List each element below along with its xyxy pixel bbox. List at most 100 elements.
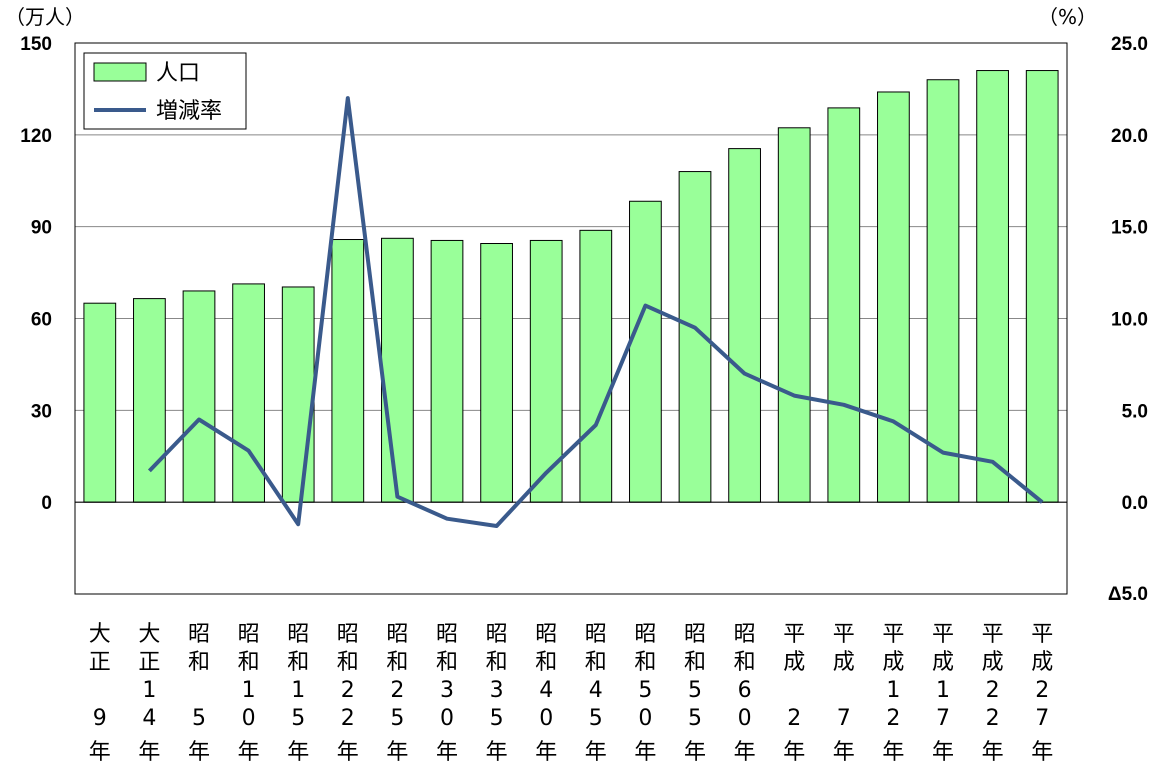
category-label-char: 和 xyxy=(734,650,756,675)
right-axis-ticks: 0.0 5.0 10.0 15.0 20.0 25.0 xyxy=(1111,34,1148,514)
category-label-char: 平 xyxy=(982,622,1004,647)
category-label: 平成 1 2 年 xyxy=(882,622,904,765)
left-tick-label: 120 xyxy=(20,126,52,147)
category-label-char: 5 xyxy=(688,706,702,731)
category-label-char: 和 xyxy=(535,650,557,675)
category-label: 昭和 6 0 年 xyxy=(734,622,756,765)
category-label-char: 2 xyxy=(1035,678,1049,703)
right-axis-negative-label: Δ5.0 xyxy=(1108,584,1148,605)
plot-border xyxy=(74,42,1068,595)
category-label: 昭和 2 5 年 xyxy=(386,622,408,765)
category-label-char: 平 xyxy=(783,622,805,647)
category-label-char: 昭 xyxy=(188,622,210,647)
category-label: 平成 2 2 年 xyxy=(982,622,1004,765)
category-label: 昭和 4 5 年 xyxy=(585,622,607,765)
category-label-char: 平 xyxy=(833,622,855,647)
category-label-char: 4 xyxy=(142,706,156,731)
category-label-char: 0 xyxy=(440,706,454,731)
category-label-char: 和 xyxy=(634,650,656,675)
left-axis-ticks: 0 30 60 90 120 150 xyxy=(20,34,52,514)
legend-label-population: 人口 xyxy=(156,61,200,86)
category-label-char: 3 xyxy=(490,678,504,703)
category-label-char: 成 xyxy=(833,650,855,675)
bar xyxy=(133,298,166,503)
category-label: 平成 1 7 年 xyxy=(932,622,954,765)
category-label-char: 年 xyxy=(535,740,557,765)
legend-label-rate: 増減率 xyxy=(156,99,222,124)
category-label-char: 昭 xyxy=(386,622,408,647)
category-label-char: 年 xyxy=(833,740,855,765)
bar xyxy=(976,70,1009,503)
category-label-char: 1 xyxy=(291,678,305,703)
bar xyxy=(182,290,216,503)
bar xyxy=(728,148,761,503)
category-label-char: 年 xyxy=(585,740,607,765)
category-label-char: 和 xyxy=(436,650,458,675)
category-label-char: 正 xyxy=(138,650,160,675)
left-tick-label: 30 xyxy=(31,401,52,422)
right-tick-label: 0.0 xyxy=(1122,493,1148,514)
category-label-char: 年 xyxy=(1031,740,1053,765)
left-tick-label: 150 xyxy=(20,34,52,55)
category-label: 昭和 5 年 xyxy=(188,622,210,765)
category-label-char: 5 xyxy=(192,706,206,731)
category-label-char: 和 xyxy=(486,650,508,675)
right-tick-label: 20.0 xyxy=(1111,126,1148,147)
category-label-char: 昭 xyxy=(238,622,260,647)
bar xyxy=(83,302,117,503)
category-label: 大正 9 年 xyxy=(89,622,111,765)
line-series xyxy=(147,96,1044,528)
category-label-char: 年 xyxy=(386,740,408,765)
category-label-char: 3 xyxy=(440,678,454,703)
category-label-char: 昭 xyxy=(337,622,359,647)
category-label-char: 0 xyxy=(539,706,553,731)
category-label-char: 和 xyxy=(337,650,359,675)
category-label: 昭和 1 5 年 xyxy=(287,622,309,765)
category-label-char: 7 xyxy=(837,706,851,731)
category-label-char: 成 xyxy=(932,650,954,675)
category-label-char: 年 xyxy=(932,740,954,765)
category-label-char: 大 xyxy=(89,622,111,647)
category-label-char: 和 xyxy=(684,650,706,675)
category-label-char: 4 xyxy=(539,678,553,703)
left-tick-label: 60 xyxy=(31,310,52,331)
category-label-char: 成 xyxy=(1031,650,1053,675)
category-label-char: 和 xyxy=(585,650,607,675)
category-label-char: 2 xyxy=(341,678,355,703)
category-label: 昭和 2 2 年 xyxy=(337,622,359,765)
category-label-char: 平 xyxy=(932,622,954,647)
legend-bar-swatch xyxy=(93,62,147,82)
category-label-char: 年 xyxy=(684,740,706,765)
category-label-char: 昭 xyxy=(436,622,458,647)
right-axis-unit: （%） xyxy=(1038,5,1097,29)
category-label-char: 和 xyxy=(287,650,309,675)
bar xyxy=(381,237,414,503)
category-label-char: 2 xyxy=(787,706,801,731)
category-label-char: 年 xyxy=(734,740,756,765)
legend: 人口 増減率 xyxy=(83,52,247,130)
category-label-char: 0 xyxy=(638,706,652,731)
bar xyxy=(629,200,662,503)
bar xyxy=(331,239,365,503)
bar xyxy=(827,107,861,503)
category-label-char: 5 xyxy=(589,706,603,731)
category-label-char: 昭 xyxy=(734,622,756,647)
category-label-char: 2 xyxy=(886,706,900,731)
bar-series xyxy=(83,70,1059,503)
bar xyxy=(926,79,960,503)
category-label-char: 1 xyxy=(936,678,950,703)
category-label-char: 1 xyxy=(886,678,900,703)
category-label-char: 和 xyxy=(386,650,408,675)
category-label: 平成 2 年 xyxy=(783,622,805,765)
category-label-char: 2 xyxy=(341,706,355,731)
category-label: 昭和 1 0 年 xyxy=(238,622,260,765)
bar xyxy=(877,91,910,503)
category-label-char: 年 xyxy=(634,740,656,765)
category-label-char: 大 xyxy=(138,622,160,647)
category-label: 昭和 5 0 年 xyxy=(634,622,656,765)
category-label-char: 平 xyxy=(882,622,904,647)
category-label: 昭和 4 0 年 xyxy=(535,622,557,765)
category-label-char: 4 xyxy=(589,678,603,703)
category-label: 昭和 3 5 年 xyxy=(486,622,508,765)
